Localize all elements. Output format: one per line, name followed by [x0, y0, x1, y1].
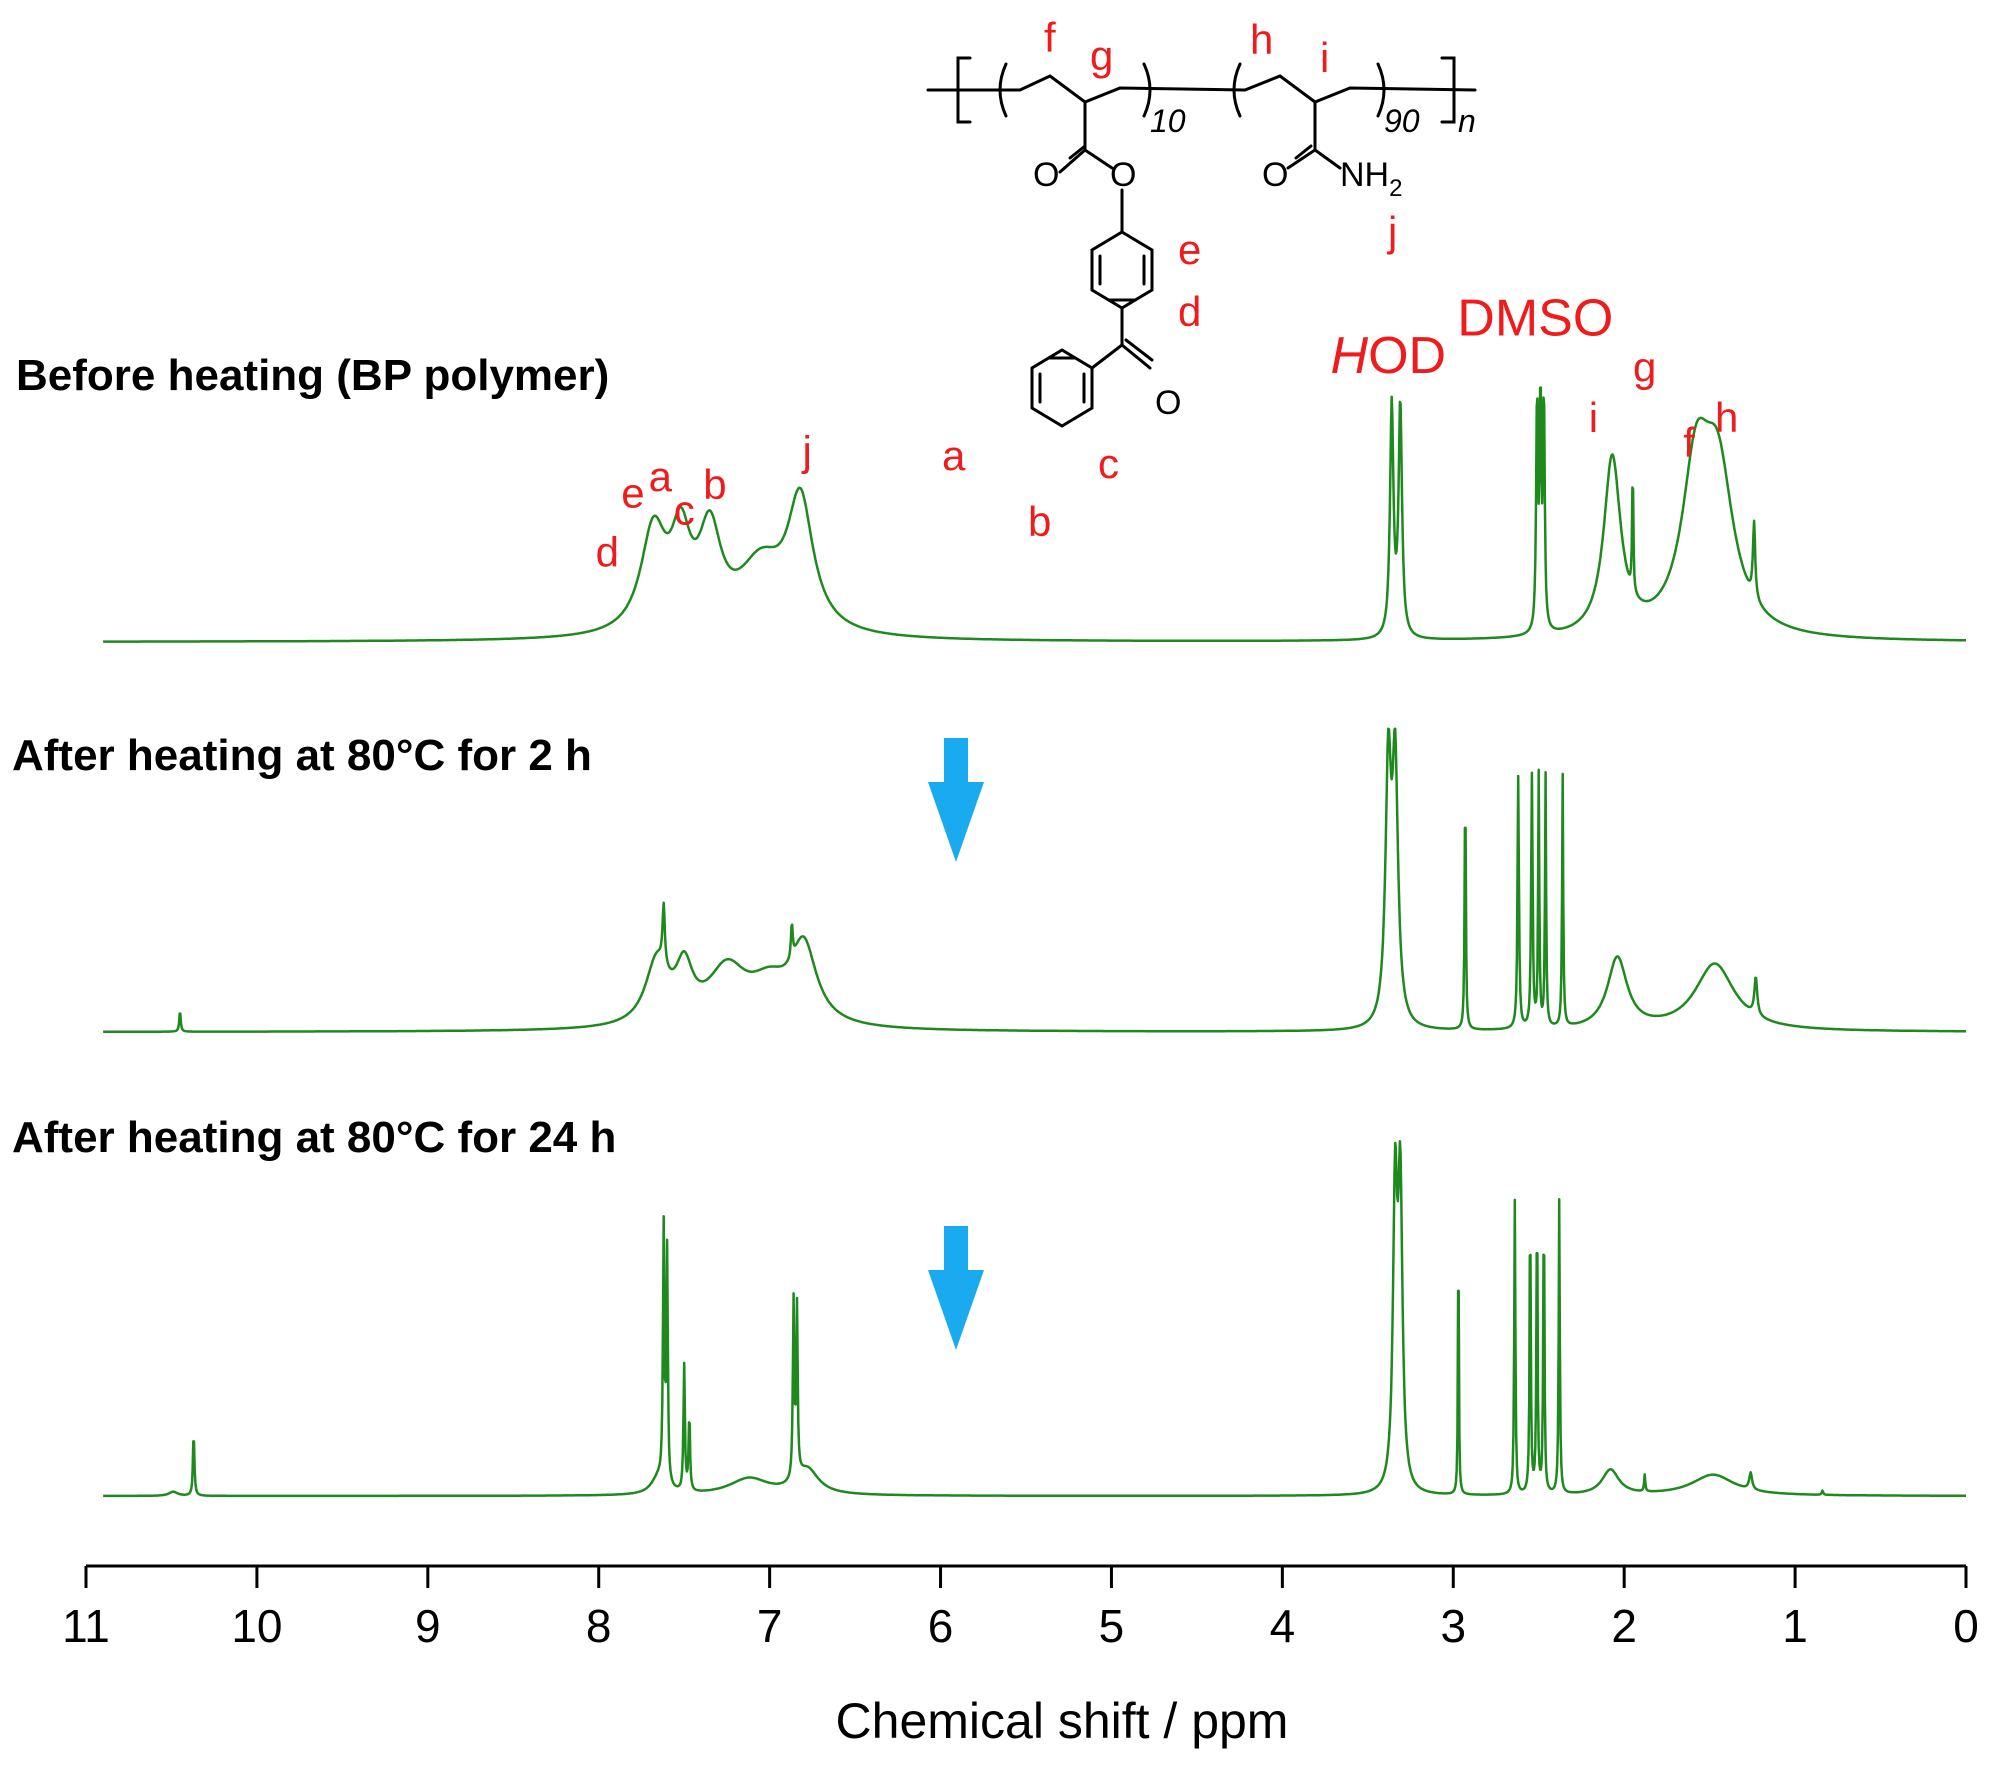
amide-bond [1286, 100, 1342, 170]
block1-paren-right [1142, 62, 1152, 118]
peak-label-e: e [621, 470, 644, 517]
solvent-label-1: DMSO [1457, 289, 1613, 347]
amide-carbonyl [1294, 144, 1313, 160]
x-tick-label-9: 9 [415, 1600, 441, 1652]
peak-label-g: g [1633, 344, 1656, 391]
carbonyl-o1-atom: O [1033, 156, 1059, 194]
ester-o-atom: O [1110, 156, 1136, 194]
struct-label-j: j [1386, 208, 1397, 255]
amide-n-atom: NH2 [1340, 156, 1402, 202]
x-tick-label-8: 8 [586, 1600, 612, 1652]
x-tick-label-11: 11 [62, 1600, 110, 1652]
x-tick-label-0: 0 [1953, 1600, 1979, 1652]
block1-subscript: 10 [1150, 103, 1186, 139]
arrow-shaft [944, 1226, 968, 1270]
x-tick-label-3: 3 [1440, 1600, 1466, 1652]
peak-label-j: j [801, 428, 812, 475]
spectrum-1-title: After heating at 80°C for 2 h [12, 731, 592, 780]
struct-label-a: a [942, 432, 966, 479]
peak-label-h: h [1715, 394, 1738, 441]
spectrum-line-0 [102, 386, 1967, 643]
x-tick-label-10: 10 [231, 1600, 282, 1652]
amide-o-atom: O [1262, 156, 1288, 194]
struct-label-f: f [1044, 14, 1056, 61]
ester-carbonyl [1068, 144, 1087, 160]
polymer-backbone [926, 74, 1477, 104]
spectrum-line-1 [102, 727, 1967, 1033]
ketone-double [1124, 338, 1154, 362]
struct-label-c: c [1098, 440, 1119, 487]
x-axis: 11 10 9 8 7 6 5 4 3 2 1 0 [62, 1564, 1979, 1652]
struct-label-e: e [1178, 226, 1201, 273]
spectra-group [102, 386, 1967, 1498]
ketone-bond [1090, 306, 1152, 370]
x-tick-label-4: 4 [1270, 1600, 1296, 1652]
spectrum-line-2 [102, 1140, 1967, 1498]
struct-label-i: i [1320, 34, 1329, 81]
struct-label-h: h [1250, 16, 1273, 63]
ester-bond [1058, 100, 1124, 234]
decrease-arrow-1 [928, 738, 984, 862]
peak-label-a: a [649, 453, 673, 500]
peak-label-f: f [1683, 419, 1695, 466]
phenylene-inner [1098, 254, 1146, 302]
x-tick-label-1: 1 [1782, 1600, 1808, 1652]
polymer-structure: O O O NH2 O 10 90 n f g h i j e d a b c [926, 14, 1477, 545]
ketone-o-atom: O [1155, 384, 1181, 422]
arrow-head [928, 1270, 984, 1350]
block1-paren-left [998, 62, 1008, 118]
peak-label-b: b [703, 461, 726, 508]
struct-label-d: d [1178, 288, 1201, 335]
x-tick-label-2: 2 [1611, 1600, 1637, 1652]
struct-label-b: b [1028, 498, 1051, 545]
spectrum-2-title: After heating at 80°C for 24 h [12, 1113, 616, 1162]
phenyl-inner [1038, 356, 1086, 404]
block2-paren-right [1376, 62, 1386, 118]
x-tick-label-6: 6 [928, 1600, 954, 1652]
x-axis-title: Chemical shift / ppm [836, 1693, 1289, 1749]
arrow-shaft [944, 738, 968, 782]
arrow-head [928, 782, 984, 862]
polymer-subscript: n [1458, 103, 1476, 139]
solvent-label-0: HOD [1331, 327, 1447, 385]
spectrum-0-title: Before heating (BP polymer) [16, 351, 609, 400]
peak-label-i: i [1589, 394, 1598, 441]
peak-label-c: c [674, 486, 695, 533]
block2-subscript: 90 [1384, 103, 1420, 139]
decrease-arrow-2 [928, 1226, 984, 1350]
block2-paren-left [1232, 62, 1242, 118]
x-tick-label-7: 7 [757, 1600, 783, 1652]
phenyl-ring [1030, 348, 1094, 428]
struct-label-g: g [1090, 32, 1113, 79]
peak-label-d: d [596, 528, 619, 575]
x-tick-label-5: 5 [1099, 1600, 1125, 1652]
